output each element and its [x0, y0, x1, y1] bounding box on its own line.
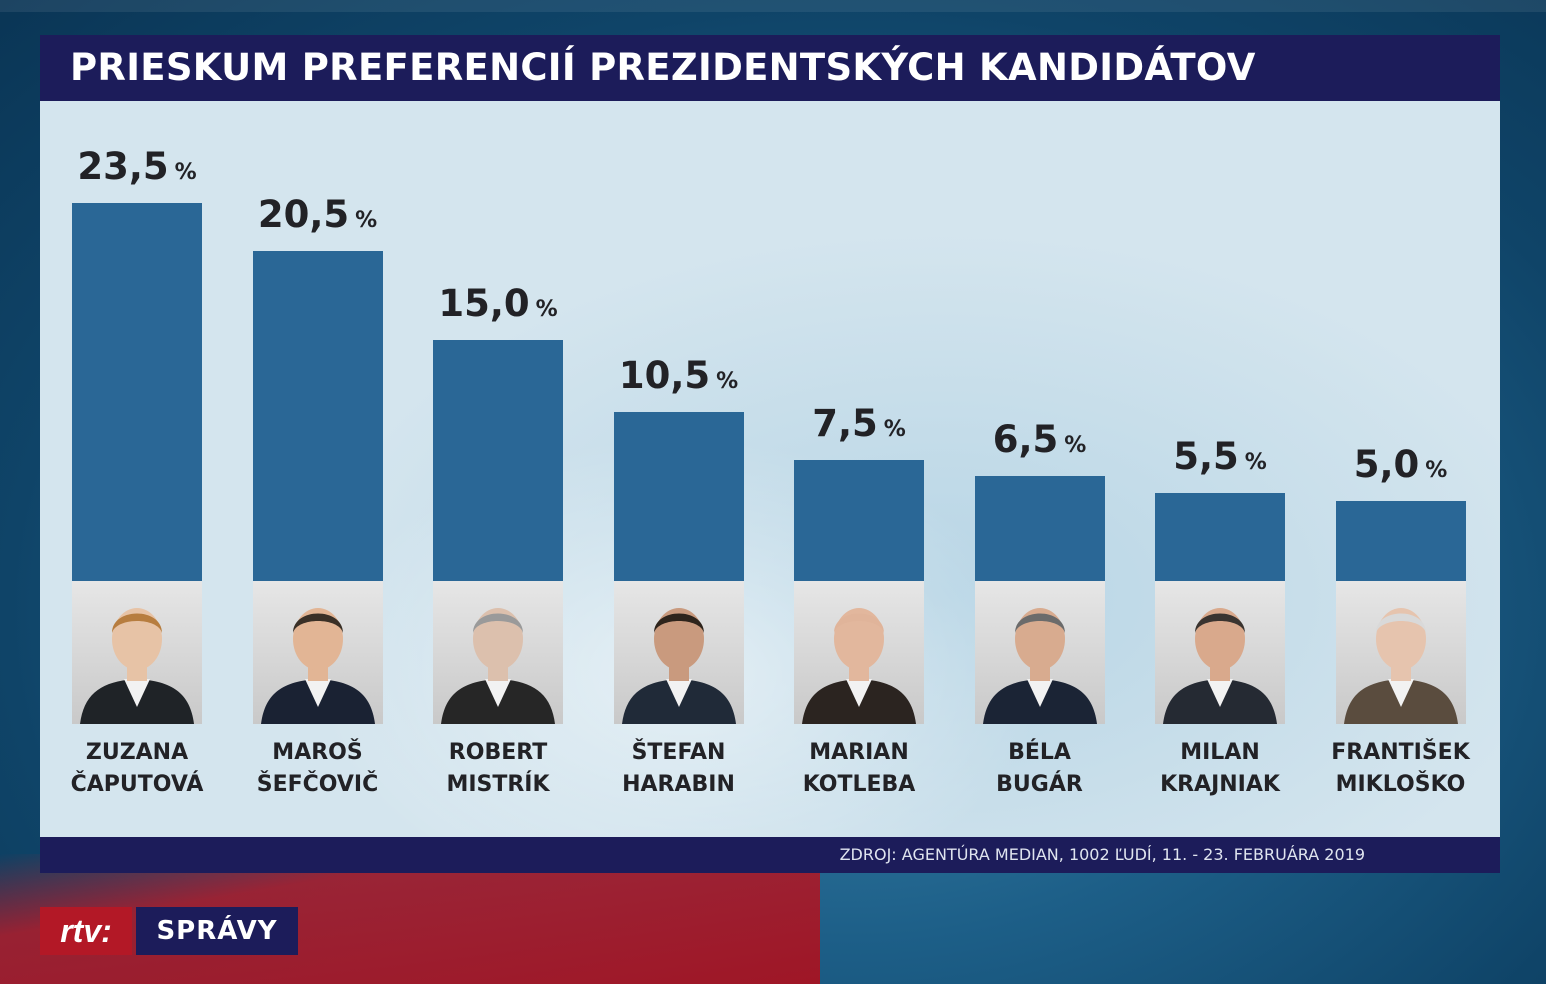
candidate-name: BÉLA BUGÁR — [945, 737, 1135, 801]
portrait-silhouette — [80, 608, 194, 724]
portrait-silhouette — [441, 608, 555, 724]
value-number: 5,5 — [1173, 434, 1239, 478]
candidate-column: 6,5% BÉLA BUGÁR — [974, 35, 1105, 873]
bar — [613, 412, 744, 581]
last-name: KRAJNIAK — [1160, 772, 1280, 797]
portrait-silhouette — [982, 608, 1097, 724]
value-label: 20,5% — [243, 193, 393, 236]
candidate-column: 15,0% ROBERT MISTRÍK — [433, 35, 563, 873]
last-name: ČAPUTOVÁ — [70, 772, 204, 797]
value-label: 5,5% — [1145, 435, 1295, 478]
value-label: 5,0% — [1326, 443, 1476, 486]
value-unit: % — [535, 296, 558, 322]
last-name: BUGÁR — [996, 772, 1083, 797]
value-label: 23,5% — [62, 145, 212, 188]
candidate-column: 20,5% MAROŠ ŠEFČOVIČ — [252, 35, 383, 873]
first-name: ŠTEFAN — [631, 740, 726, 765]
portrait-silhouette — [1343, 608, 1458, 724]
candidate-name: FRANTIŠEK MIKLOŠKO — [1306, 737, 1496, 801]
first-name: ZUZANA — [85, 740, 189, 765]
bar — [1335, 500, 1466, 581]
value-label: 6,5% — [965, 418, 1115, 461]
value-number: 20,5 — [257, 193, 350, 237]
value-label: 7,5% — [784, 402, 934, 445]
first-name: FRANTIŠEK — [1331, 740, 1470, 765]
candidate-column: 5,0% FRANTIŠEK MIKLOŠKO — [1331, 35, 1470, 873]
candidate-photo — [613, 581, 744, 724]
value-unit: % — [1425, 457, 1448, 483]
candidate-photo — [974, 581, 1105, 724]
last-name: ŠEFČOVIČ — [256, 772, 379, 797]
candidate-photo — [1335, 581, 1466, 724]
bar — [252, 251, 383, 581]
candidate-column: 10,5% ŠTEFAN HARABIN — [613, 35, 744, 873]
first-name: MILAN — [1180, 740, 1260, 765]
candidate-name: ZUZANA ČAPUTOVÁ — [42, 737, 232, 801]
last-name: KOTLEBA — [802, 772, 916, 797]
value-number: 5,0 — [1353, 442, 1420, 486]
value-number: 6,5 — [992, 418, 1059, 462]
bar — [1155, 492, 1285, 581]
value-unit: % — [1244, 449, 1267, 475]
portrait-silhouette — [802, 608, 916, 724]
candidate-name: MAROŠ ŠEFČOVIČ — [223, 737, 413, 801]
logo-brand: rtv: — [40, 907, 132, 955]
value-label: 15,0% — [423, 282, 573, 325]
bar — [974, 476, 1105, 581]
logo-section: SPRÁVY — [136, 907, 298, 955]
last-name: HARABIN — [622, 772, 735, 797]
chart-panel: PRIESKUM PREFERENCIÍ PREZIDENTSKÝCH KAND… — [40, 35, 1500, 873]
value-number: 15,0 — [438, 281, 530, 325]
first-name: MAROŠ — [272, 740, 363, 765]
candidate-name: MARIAN KOTLEBA — [764, 737, 954, 801]
candidate-photo — [72, 581, 202, 724]
candidate-name: ŠTEFAN HARABIN — [584, 737, 774, 801]
value-number: 10,5 — [618, 354, 711, 398]
bar-chart: 23,5% ZUZANA ČAPUTOVÁ 20,5% MAROŠ ŠEFČOVIČ 15,… — [40, 35, 1500, 873]
value-unit: % — [883, 417, 906, 443]
candidate-photo — [1155, 581, 1285, 724]
title-bar: PRIESKUM PREFERENCIÍ PREZIDENTSKÝCH KAND… — [40, 35, 1500, 101]
value-label: 10,5% — [604, 354, 754, 397]
bar — [433, 339, 563, 581]
candidate-photo — [433, 581, 563, 724]
value-number: 23,5 — [77, 145, 169, 188]
value-number: 7,5 — [812, 402, 878, 446]
candidate-name: ROBERT MISTRÍK — [403, 737, 593, 801]
last-name: MISTRÍK — [446, 772, 550, 797]
background-stripe — [0, 0, 1546, 12]
portrait-silhouette — [260, 608, 375, 724]
value-unit: % — [355, 208, 378, 234]
value-unit: % — [716, 369, 739, 395]
candidate-column: 7,5% MARIAN KOTLEBA — [794, 35, 924, 873]
candidate-column: 23,5% ZUZANA ČAPUTOVÁ — [71, 35, 204, 873]
candidate-photo — [794, 581, 924, 724]
bar — [794, 460, 924, 581]
source-bar: ZDROJ: AGENTÚRA MEDIAN, 1002 ĽUDÍ, 11. -… — [40, 837, 1500, 873]
candidate-name: MILAN KRAJNIAK — [1125, 737, 1315, 801]
chart-title: PRIESKUM PREFERENCIÍ PREZIDENTSKÝCH KAND… — [70, 46, 1256, 89]
candidate-column: 5,5% MILAN KRAJNIAK — [1155, 35, 1285, 873]
last-name: MIKLOŠKO — [1335, 772, 1466, 797]
first-name: BÉLA — [1008, 740, 1071, 765]
first-name: MARIAN — [809, 740, 909, 765]
value-unit: % — [1064, 433, 1087, 459]
first-name: ROBERT — [448, 740, 548, 765]
bar — [72, 203, 202, 581]
source-note: ZDROJ: AGENTÚRA MEDIAN, 1002 ĽUDÍ, 11. -… — [839, 845, 1365, 864]
portrait-silhouette — [621, 608, 736, 724]
value-unit: % — [174, 160, 197, 185]
portrait-silhouette — [1163, 608, 1277, 724]
candidate-photo — [252, 581, 383, 724]
